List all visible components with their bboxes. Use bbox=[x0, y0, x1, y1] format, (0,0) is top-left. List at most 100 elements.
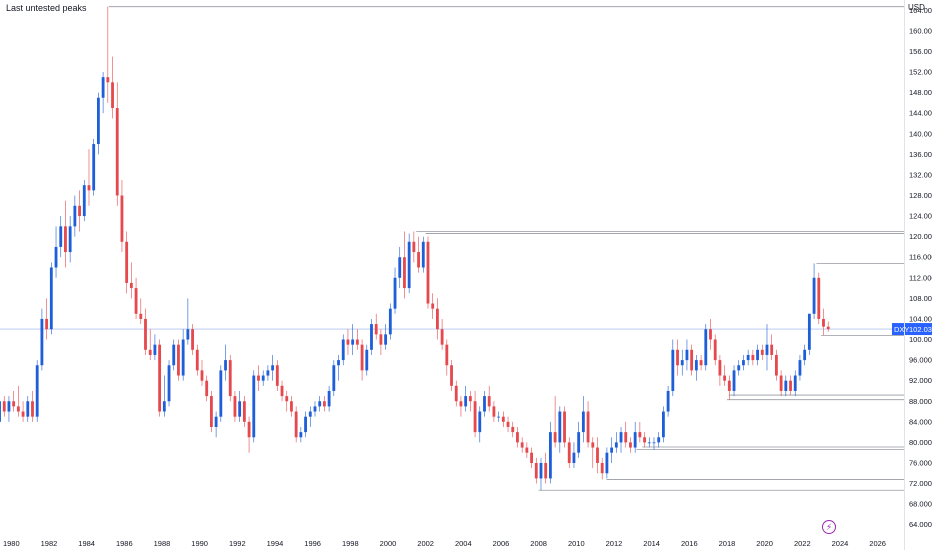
time-tick-label: 2012 bbox=[606, 539, 623, 548]
candle-body bbox=[365, 349, 369, 371]
candle-body bbox=[351, 339, 355, 345]
candle-body bbox=[676, 349, 679, 366]
candle-body bbox=[257, 375, 260, 381]
candle-body bbox=[158, 344, 162, 412]
candle-body bbox=[699, 360, 703, 366]
candle-body bbox=[294, 411, 298, 438]
bolt-icon[interactable]: ⚡ bbox=[822, 520, 836, 534]
candle-body bbox=[421, 241, 425, 268]
candle-body bbox=[228, 360, 232, 397]
last-price-tag-background bbox=[892, 323, 932, 336]
untested-peak-lines bbox=[108, 6, 904, 491]
candle-body bbox=[774, 354, 778, 376]
candle-body bbox=[581, 411, 585, 433]
candle-body bbox=[148, 349, 152, 355]
candle-body bbox=[544, 462, 548, 479]
candle-body bbox=[784, 380, 788, 391]
price-tick-label: 88.000 bbox=[909, 397, 932, 406]
candle-body bbox=[567, 442, 571, 463]
candle-body bbox=[610, 447, 614, 453]
time-tick-label: 1980 bbox=[3, 539, 20, 548]
candle-body bbox=[101, 77, 105, 98]
candle-body bbox=[374, 324, 378, 335]
time-tick-label: 2022 bbox=[794, 539, 811, 548]
time-tick-label: 2026 bbox=[869, 539, 886, 548]
candle-body bbox=[7, 401, 11, 412]
price-scale-divider bbox=[904, 0, 905, 550]
candle-body bbox=[78, 205, 81, 217]
candle-body bbox=[388, 308, 392, 335]
candle-body bbox=[624, 432, 628, 443]
candle-body bbox=[652, 442, 656, 444]
candle-body bbox=[280, 385, 284, 397]
currency-label: USD bbox=[908, 3, 925, 12]
candle-body bbox=[68, 226, 72, 253]
candle-body bbox=[737, 365, 741, 371]
candle-body bbox=[40, 318, 44, 366]
candle-body bbox=[153, 344, 157, 355]
time-tick-label: 2020 bbox=[756, 539, 773, 548]
time-tick-label: 2010 bbox=[568, 539, 585, 548]
candle-body bbox=[355, 339, 359, 345]
price-tick-label: 148.000 bbox=[909, 88, 932, 97]
time-tick-label: 1990 bbox=[191, 539, 208, 548]
candle-body bbox=[238, 401, 242, 417]
candle-body bbox=[191, 329, 194, 350]
candle-body bbox=[723, 375, 727, 381]
candle-body bbox=[205, 380, 209, 397]
time-axis[interactable]: 1980 1982 1984 1986 1988 1990 1992 1994 1996 1998… bbox=[3, 539, 886, 548]
candle-body bbox=[798, 360, 802, 376]
candle-body bbox=[64, 226, 67, 253]
candle-body bbox=[732, 370, 736, 391]
candle-body bbox=[45, 318, 49, 330]
candle-body bbox=[275, 365, 279, 386]
candle-body bbox=[647, 442, 651, 444]
candle-body bbox=[111, 82, 114, 109]
price-tick-label: 104.000 bbox=[909, 314, 932, 323]
candle-body bbox=[252, 375, 256, 438]
candle-body bbox=[49, 267, 53, 330]
candle-body bbox=[299, 432, 303, 438]
candle-body bbox=[492, 406, 496, 417]
candle-body bbox=[534, 462, 538, 479]
candle-body bbox=[614, 442, 618, 448]
price-tick-label: 140.000 bbox=[909, 129, 932, 138]
price-tick-label: 76.000 bbox=[909, 458, 932, 467]
candle-body bbox=[92, 144, 96, 191]
price-tick-label: 116.000 bbox=[909, 253, 932, 262]
candle-body bbox=[35, 365, 39, 417]
price-tick-label: 144.000 bbox=[909, 109, 932, 118]
candle-body bbox=[572, 452, 576, 463]
candle-body bbox=[82, 185, 86, 217]
candle-body bbox=[591, 442, 595, 448]
candle-body bbox=[661, 411, 665, 438]
price-tick-label: 132.000 bbox=[909, 170, 932, 179]
candle-body bbox=[21, 411, 25, 417]
price-axis[interactable]: 64.000 68.000 72.000 76.000 80.000 84.000 88.0… bbox=[909, 6, 932, 529]
candle-body bbox=[657, 437, 661, 443]
candle-body bbox=[454, 385, 458, 402]
candle-body bbox=[0, 401, 1, 422]
time-tick-label: 1984 bbox=[78, 539, 95, 548]
candle-body bbox=[690, 349, 694, 371]
candle-body bbox=[487, 396, 491, 407]
candle-body bbox=[341, 339, 345, 361]
last-price-symbol: DXY bbox=[894, 325, 909, 334]
candle-body bbox=[379, 334, 383, 345]
candle-body bbox=[803, 349, 807, 361]
candle-body bbox=[586, 411, 590, 443]
last-price-value: 102.037 bbox=[909, 325, 932, 334]
candle-body bbox=[120, 195, 124, 242]
candle-body bbox=[478, 411, 482, 433]
candle-body bbox=[516, 432, 519, 443]
candle-body bbox=[826, 326, 830, 330]
candle-body bbox=[539, 462, 543, 479]
candle-body bbox=[322, 401, 326, 407]
candle-body bbox=[290, 401, 293, 412]
candle-body bbox=[793, 375, 797, 391]
candle-body bbox=[605, 452, 609, 474]
price-tick-label: 164.000 bbox=[909, 6, 932, 15]
time-tick-label: 2000 bbox=[380, 539, 397, 548]
